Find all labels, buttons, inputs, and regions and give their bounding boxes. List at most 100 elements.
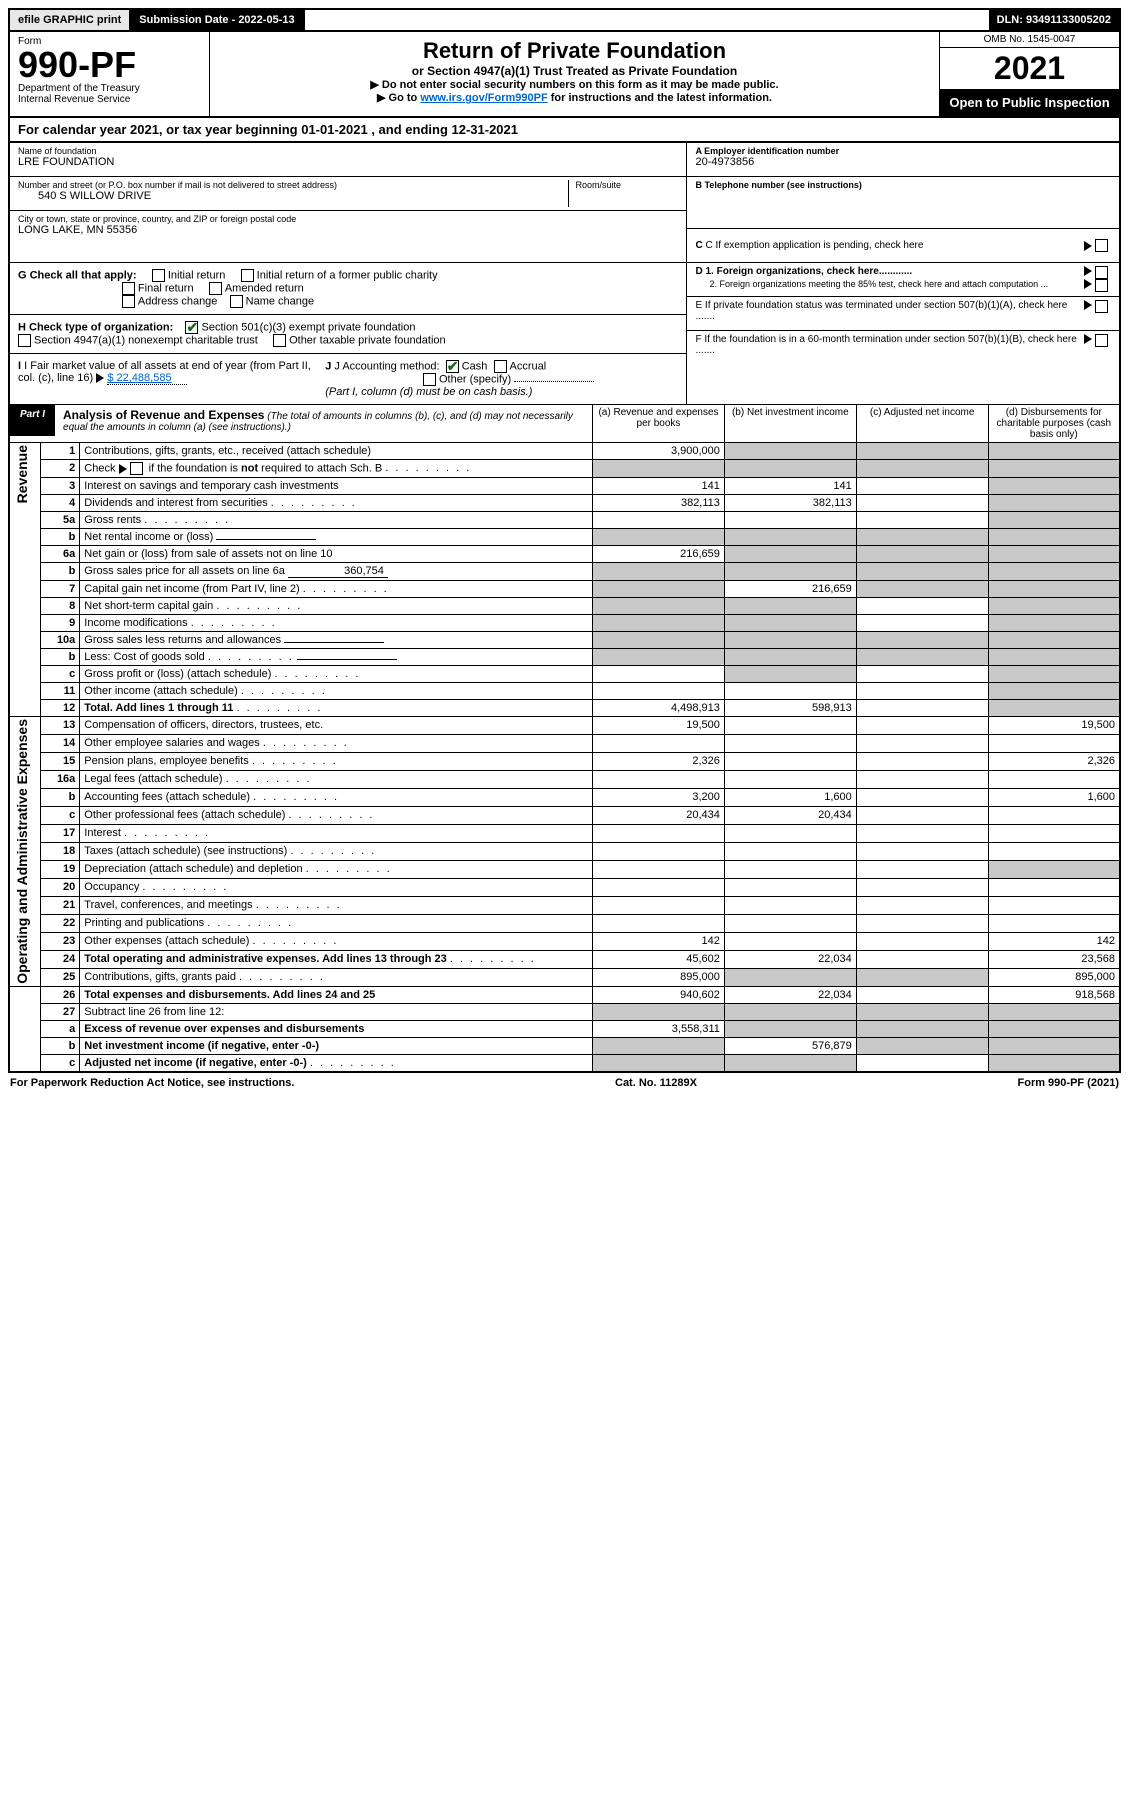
row-desc: Net gain or (loss) from sale of assets n… xyxy=(80,546,593,563)
inline-value: 360,754 xyxy=(288,565,388,578)
cb-c[interactable] xyxy=(1095,239,1108,252)
city-value: LONG LAKE, MN 55356 xyxy=(18,224,678,236)
cell-a: 3,200 xyxy=(593,788,725,806)
row-num: b xyxy=(41,529,80,546)
cell-a: 19,500 xyxy=(593,717,725,735)
paperwork-notice: For Paperwork Reduction Act Notice, see … xyxy=(10,1077,294,1089)
cb-cash[interactable] xyxy=(446,360,459,373)
row-desc: Other expenses (attach schedule) xyxy=(84,935,249,947)
cell-b: 141 xyxy=(724,478,856,495)
table-row: 24 Total operating and administrative ex… xyxy=(9,950,1120,968)
dept-treasury: Department of the Treasury xyxy=(18,83,201,94)
row-num: 13 xyxy=(41,717,80,735)
form-title-block: Return of Private Foundation or Section … xyxy=(210,32,939,116)
entity-info: Name of foundation LRE FOUNDATION Number… xyxy=(8,143,1121,404)
cb-501c3[interactable] xyxy=(185,321,198,334)
table-row: 14 Other employee salaries and wages xyxy=(9,734,1120,752)
omb-number: OMB No. 1545-0047 xyxy=(940,32,1119,48)
part-1-title: Analysis of Revenue and Expenses xyxy=(63,408,264,422)
cb-other-method[interactable] xyxy=(423,373,436,386)
j-note: (Part I, column (d) must be on cash basi… xyxy=(325,386,532,398)
cb-f[interactable] xyxy=(1095,334,1108,347)
cb-e[interactable] xyxy=(1095,300,1108,313)
table-row: b Less: Cost of goods sold xyxy=(9,649,1120,666)
g-label: G Check all that apply: xyxy=(18,269,137,281)
cb-d2[interactable] xyxy=(1095,279,1108,292)
ein-cell: A Employer identification number 20-4973… xyxy=(687,143,1119,177)
efile-print-button[interactable]: efile GRAPHIC print xyxy=(10,10,131,30)
cb-address-change[interactable] xyxy=(122,295,135,308)
cb-initial-return[interactable] xyxy=(152,269,165,282)
g-opt-5: Name change xyxy=(246,295,315,307)
section-g: G Check all that apply: Initial return I… xyxy=(10,263,686,315)
table-row: 15 Pension plans, employee benefits 2,32… xyxy=(9,752,1120,770)
cell-a: 142 xyxy=(593,932,725,950)
row-num: 20 xyxy=(41,878,80,896)
addr-label: Number and street (or P.O. box number if… xyxy=(18,180,568,190)
city-cell: City or town, state or province, country… xyxy=(10,211,686,263)
table-row: 20 Occupancy xyxy=(9,878,1120,896)
i-value[interactable]: $ 22,488,585 xyxy=(107,372,187,385)
a-label: A Employer identification number xyxy=(695,146,839,156)
table-row: 6a Net gain or (loss) from sale of asset… xyxy=(9,546,1120,563)
cb-amended-return[interactable] xyxy=(209,282,222,295)
table-row: 23 Other expenses (attach schedule) 142 … xyxy=(9,932,1120,950)
cell-b: 1,600 xyxy=(724,788,856,806)
efile-topbar: efile GRAPHIC print Submission Date - 20… xyxy=(8,8,1121,32)
cb-accrual[interactable] xyxy=(494,360,507,373)
cell-a: 216,659 xyxy=(593,546,725,563)
row-num: c xyxy=(41,1054,80,1072)
cb-initial-former[interactable] xyxy=(241,269,254,282)
row-num: b xyxy=(41,649,80,666)
row-desc: Capital gain net income (from Part IV, l… xyxy=(84,583,299,595)
cell-d: 2,326 xyxy=(988,752,1120,770)
cb-4947a1[interactable] xyxy=(18,334,31,347)
cell-a: 895,000 xyxy=(593,968,725,986)
g-opt-4: Address change xyxy=(138,295,218,307)
name-value: LRE FOUNDATION xyxy=(18,156,678,168)
row-num: 24 xyxy=(41,950,80,968)
h-opt-2: Section 4947(a)(1) nonexempt charitable … xyxy=(34,334,258,346)
b-label: B Telephone number (see instructions) xyxy=(695,180,861,190)
row-desc: Depreciation (attach schedule) and deple… xyxy=(84,863,302,875)
cell-a: 382,113 xyxy=(593,495,725,512)
row-num: b xyxy=(41,788,80,806)
row-num: 19 xyxy=(41,860,80,878)
h-label: H Check type of organization: xyxy=(18,321,173,333)
part-1-tag: Part I xyxy=(10,405,55,436)
row-desc: Gross rents xyxy=(84,514,141,526)
cell-b: 20,434 xyxy=(724,806,856,824)
j-cash: Cash xyxy=(462,360,488,372)
cb-schb[interactable] xyxy=(130,462,143,475)
row-desc: Legal fees (attach schedule) xyxy=(84,773,222,785)
cb-final-return[interactable] xyxy=(122,282,135,295)
h-opt-3: Other taxable private foundation xyxy=(289,334,446,346)
arrow-icon xyxy=(1084,334,1092,344)
form990pf-link[interactable]: www.irs.gov/Form990PF xyxy=(420,92,547,104)
goto-note: ▶ Go to www.irs.gov/Form990PF for instru… xyxy=(218,91,931,104)
row-desc: Other income (attach schedule) xyxy=(84,685,237,697)
cb-d1[interactable] xyxy=(1095,266,1108,279)
row-desc: Income modifications xyxy=(84,617,187,629)
g-opt-3: Amended return xyxy=(225,282,304,294)
table-row: 3 Interest on savings and temporary cash… xyxy=(9,478,1120,495)
cat-no: Cat. No. 11289X xyxy=(615,1077,697,1089)
j-label: J Accounting method: xyxy=(334,360,439,372)
name-label: Name of foundation xyxy=(18,146,678,156)
e-label: E If private foundation status was termi… xyxy=(695,300,1084,327)
dln: DLN: 93491133005202 xyxy=(989,10,1119,30)
cb-other-taxable[interactable] xyxy=(273,334,286,347)
col-d-header: (d) Disbursements for charitable purpose… xyxy=(988,405,1120,443)
row-num: 23 xyxy=(41,932,80,950)
cb-name-change[interactable] xyxy=(230,295,243,308)
arrow-icon xyxy=(1084,266,1092,276)
address-row: Number and street (or P.O. box number if… xyxy=(10,177,686,211)
row-num: a xyxy=(41,1020,80,1037)
row-num: 12 xyxy=(41,700,80,717)
row-num: c xyxy=(41,806,80,824)
row-num: 25 xyxy=(41,968,80,986)
d-cell: D 1. Foreign organizations, check here..… xyxy=(687,263,1119,297)
j-other: Other (specify) xyxy=(439,373,511,385)
row-num: 14 xyxy=(41,734,80,752)
row-num: 10a xyxy=(41,632,80,649)
